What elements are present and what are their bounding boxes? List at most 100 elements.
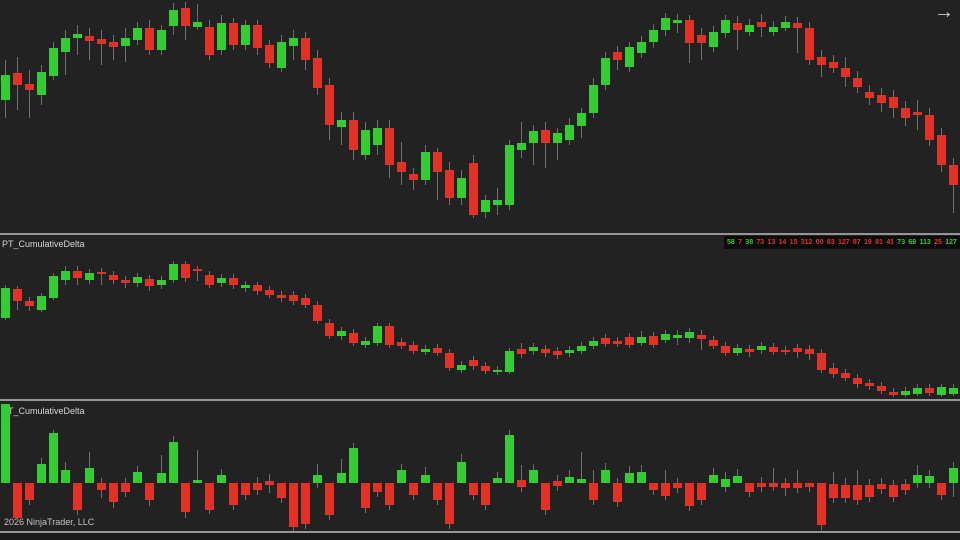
candle-body: [337, 120, 346, 127]
candle-body: [625, 473, 634, 483]
delta-readout-value: 13: [767, 239, 776, 246]
candle-body: [169, 442, 178, 483]
candle-body: [565, 350, 574, 353]
candle-wick: [701, 28, 702, 60]
candle-body: [589, 341, 598, 346]
candle-body: [925, 115, 934, 140]
candle-body: [493, 200, 502, 205]
candle-body: [133, 28, 142, 40]
candle-body: [241, 483, 250, 495]
candle-body: [709, 340, 718, 346]
candle-body: [733, 348, 742, 353]
candle-body: [793, 348, 802, 352]
candle-body: [817, 353, 826, 370]
panel-splitter-2[interactable]: [0, 399, 960, 401]
candle-body: [409, 345, 418, 351]
candle-body: [277, 42, 286, 68]
candle-body: [685, 483, 694, 506]
candle-body: [205, 27, 214, 55]
candle-body: [325, 85, 334, 125]
candle-wick: [809, 483, 810, 492]
candle-body: [925, 388, 934, 393]
panel-splitter-1[interactable]: [0, 233, 960, 235]
candle-body: [901, 484, 910, 490]
candle-body: [277, 295, 286, 298]
candle-body: [769, 347, 778, 352]
candle-body: [853, 378, 862, 384]
candle-wick: [197, 266, 198, 281]
candle-body: [313, 58, 322, 88]
candle-body: [757, 483, 766, 487]
candle-body: [817, 483, 826, 525]
candle-body: [121, 38, 130, 46]
candle-body: [361, 483, 370, 508]
candle-body: [805, 349, 814, 354]
candle-wick: [341, 112, 342, 145]
candle-body: [13, 483, 22, 518]
bottom-margin-strip: [0, 533, 960, 540]
candle-body: [481, 200, 490, 212]
candle-body: [601, 58, 610, 85]
candle-body: [457, 178, 466, 198]
candle-body: [49, 48, 58, 76]
candle-body: [901, 391, 910, 395]
candle-body: [25, 483, 34, 500]
candle-body: [769, 27, 778, 32]
candle-body: [817, 57, 826, 65]
candle-wick: [545, 122, 546, 168]
candle-body: [889, 97, 898, 108]
candle-body: [1, 404, 10, 483]
delta-readout-value: 19: [864, 239, 872, 246]
candle-wick: [737, 16, 738, 50]
candle-body: [685, 20, 694, 43]
candle-body: [421, 152, 430, 180]
candle-body: [145, 279, 154, 286]
candle-body: [625, 47, 634, 67]
candle-body: [397, 162, 406, 172]
candle-body: [829, 484, 838, 498]
candle-body: [241, 25, 250, 45]
candle-wick: [65, 30, 66, 75]
candle-body: [913, 112, 922, 115]
candle-body: [505, 351, 514, 372]
candle-body: [241, 285, 250, 288]
candle-body: [193, 22, 202, 27]
candle-wick: [197, 4, 198, 30]
candle-wick: [917, 100, 918, 130]
candle-body: [529, 470, 538, 483]
candle-body: [745, 483, 754, 492]
candle-body: [637, 472, 646, 483]
candle-body: [373, 483, 382, 492]
candle-body: [433, 348, 442, 353]
copyright-text: 2026 NinjaTrader, LLC: [4, 517, 95, 527]
candle-wick: [533, 125, 534, 165]
candle-body: [793, 483, 802, 488]
candle-body: [37, 464, 46, 483]
candle-body: [685, 332, 694, 338]
delta-values-readout: 58 7 38 73 13 14 15 312 00 83 127 87 19 81 41 73 69 113 25…: [724, 236, 960, 249]
candle-wick: [101, 268, 102, 285]
candle-wick: [89, 452, 90, 483]
go-to-latest-arrow-icon[interactable]: →: [934, 1, 954, 23]
candle-body: [301, 298, 310, 305]
candle-body: [553, 133, 562, 143]
candle-body: [697, 335, 706, 339]
candle-body: [589, 85, 598, 113]
candle-body: [505, 435, 514, 483]
candle-body: [181, 483, 190, 512]
candle-wick: [437, 148, 438, 200]
candle-body: [61, 470, 70, 483]
candle-body: [109, 42, 118, 47]
panel-splitter-3[interactable]: [0, 531, 960, 533]
candle-body: [445, 170, 454, 198]
delta-readout-value: 7: [738, 239, 742, 246]
candle-body: [733, 23, 742, 30]
candle-body: [313, 475, 322, 483]
delta-readout-value: 14: [778, 239, 787, 246]
candle-body: [349, 448, 358, 483]
candle-wick: [773, 468, 774, 491]
delta-readout-value: 58: [727, 239, 735, 246]
candle-body: [481, 366, 490, 371]
candle-body: [757, 346, 766, 350]
